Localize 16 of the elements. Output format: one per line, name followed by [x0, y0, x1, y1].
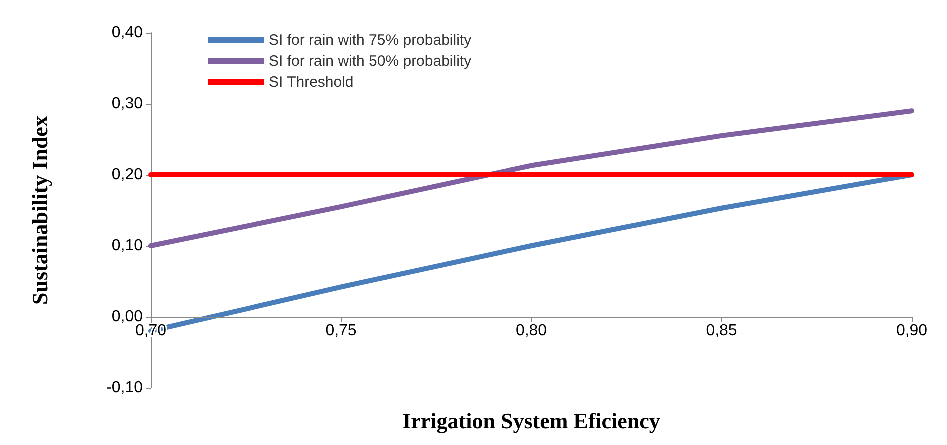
- x-tick-label: 0,80: [516, 322, 548, 340]
- legend-label: SI Threshold: [269, 74, 354, 91]
- y-tick-label: 0,10: [112, 238, 144, 254]
- x-axis-title: Irrigation System Eficiency: [402, 408, 660, 434]
- legend-label: SI for rain with 50% probability: [269, 53, 472, 70]
- x-tick-label: 0,70: [135, 322, 167, 340]
- y-tick-label: -0,10: [106, 380, 144, 396]
- x-tick-label: 0,85: [706, 322, 738, 340]
- y-axis-title: Sustainability Index: [28, 116, 52, 305]
- x-tick-label: 0,90: [896, 322, 928, 340]
- y-tick-label: 0,40: [112, 24, 144, 42]
- y-tick-label: 0,30: [112, 96, 144, 112]
- y-tick-label: 0,00: [112, 308, 144, 326]
- legend-label: SI for rain with 75% probability: [269, 32, 472, 49]
- y-tick-label: 0,20: [112, 166, 144, 184]
- x-tick-label: 0,75: [326, 322, 357, 340]
